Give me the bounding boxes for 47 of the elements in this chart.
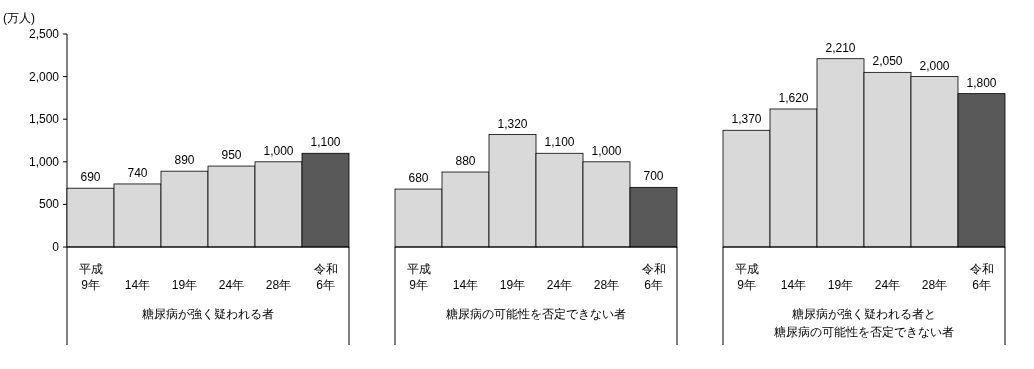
x-tick-label: 平成 9年 (78, 262, 103, 292)
x-tick-label: 令和 6年 (313, 262, 338, 292)
data-label: 740 (127, 165, 148, 180)
x-tick-label: 14年 (124, 278, 151, 292)
data-label: 1,800 (966, 75, 997, 90)
y-tick-label: 2,500 (28, 27, 60, 41)
y-tick-label: 1,000 (28, 154, 60, 169)
data-label: 700 (643, 169, 664, 184)
y-tick-label: 0 (52, 240, 60, 254)
data-label: 1,100 (310, 135, 341, 150)
y-tick-label: 1,500 (28, 112, 60, 127)
x-tick-label: 令和 6年 (969, 262, 994, 292)
data-label: 1,620 (778, 90, 809, 105)
x-tick-label: 19年 (827, 278, 854, 292)
y-tick-label: 2,000 (28, 69, 60, 84)
data-label: 890 (174, 153, 195, 168)
data-label: 680 (408, 171, 429, 186)
data-label: 1,370 (731, 112, 762, 127)
data-label: 880 (455, 154, 476, 169)
x-tick-label: 平成 9年 (406, 262, 431, 292)
data-label: 690 (80, 170, 101, 185)
x-axis-title: 糖尿病の可能性を否定できない者 (446, 307, 626, 321)
data-label: 2,050 (872, 54, 903, 69)
x-tick-label: 24年 (218, 278, 245, 292)
x-tick-label: 19年 (499, 278, 526, 292)
data-label: 950 (221, 148, 242, 163)
x-tick-label: 28年 (265, 278, 292, 292)
y-tick-label: 500 (38, 197, 60, 212)
x-tick-label: 28年 (921, 278, 948, 292)
text: 糖尿病の可能性を否定できない者 (774, 325, 954, 339)
y-axis-title: (万人) (3, 11, 35, 25)
data-label: 2,000 (919, 58, 950, 73)
data-label: 1,000 (591, 143, 622, 158)
x-tick-label: 14年 (452, 278, 479, 292)
x-tick-label: 24年 (874, 278, 901, 292)
data-label: 1,100 (544, 135, 575, 150)
x-axis-title: 糖尿病が強く疑われる者 (142, 307, 274, 321)
text: 糖尿病が強く疑われる者と (792, 307, 936, 321)
data-label: 2,210 (825, 40, 856, 55)
data-label: 1,000 (263, 143, 294, 158)
x-tick-label: 19年 (171, 278, 198, 292)
x-tick-label: 24年 (546, 278, 573, 292)
x-tick-label: 平成 9年 (734, 262, 759, 292)
data-label: 1,320 (497, 116, 528, 131)
x-tick-label: 令和 6年 (641, 262, 666, 292)
x-tick-label: 14年 (780, 278, 807, 292)
x-tick-label: 28年 (593, 278, 620, 292)
